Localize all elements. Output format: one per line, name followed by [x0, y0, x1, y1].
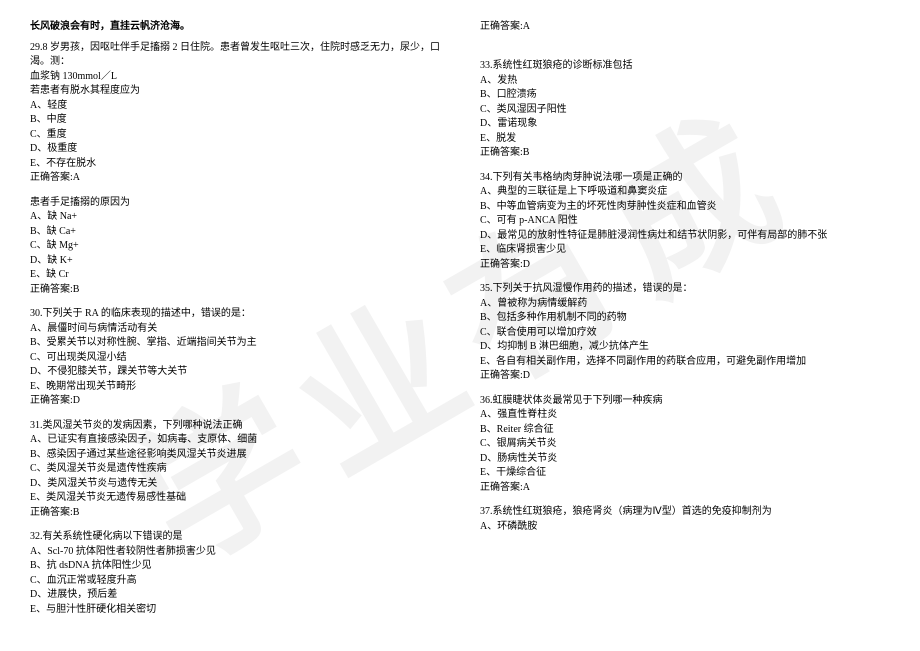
q36-opt-c: C、银屑病关节炎: [480, 437, 890, 452]
q31-answer: 正确答案:B: [30, 506, 440, 521]
question-35: 35.下列关于抗风湿慢作用药的描述，错误的是： A、曾被称为病情缓解药 B、包括…: [480, 282, 890, 384]
question-32: 32.有关系统性硬化病以下错误的是 A、Scl-70 抗体阳性者较阴性者肺损害少…: [30, 530, 440, 617]
q31-opt-c: C、类风湿关节炎是遗传性疾病: [30, 462, 440, 477]
q29-sub1-opt-a: A、轻度: [30, 99, 440, 114]
q32-opt-a: A、Scl-70 抗体阳性者较阴性者肺损害少见: [30, 545, 440, 560]
q29-sub2-opt-e: E、缺 Cr: [30, 268, 440, 283]
q29-sub1-opt-c: C、重度: [30, 128, 440, 143]
q36-opt-a: A、强直性脊柱炎: [480, 408, 890, 423]
q29-sub2-opt-c: C、缺 Mg+: [30, 239, 440, 254]
q36-stem: 36.虹膜睫状体炎最常见于下列哪一种疾病: [480, 394, 890, 409]
q29-sub1-answer: 正确答案:A: [30, 171, 440, 186]
q29-sub1-opt-b: B、中度: [30, 113, 440, 128]
question-36: 36.虹膜睫状体炎最常见于下列哪一种疾病 A、强直性脊柱炎 B、Reiter 综…: [480, 394, 890, 496]
header-quote: 长风破浪会有时，直挂云帆济沧海。: [30, 20, 440, 35]
question-29-sub2: 患者手足搐搦的原因为 A、缺 Na+ B、缺 Ca+ C、缺 Mg+ D、缺 K…: [30, 196, 440, 298]
q34-opt-c: C、可有 p-ANCA 阳性: [480, 214, 890, 229]
page-content: 长风破浪会有时，直挂云帆济沧海。 29.8 岁男孩，因呕吐伴手足搐搦 2 日住院…: [0, 0, 920, 647]
q34-stem: 34.下列有关韦格纳肉芽肿说法哪一项是正确的: [480, 171, 890, 186]
q29-sub1-opt-d: D、极重度: [30, 142, 440, 157]
q35-opt-c: C、联合使用可以增加疗效: [480, 326, 890, 341]
q30-opt-e: E、晚期常出现关节畸形: [30, 380, 440, 395]
q32-opt-c: C、血沉正常或轻度升高: [30, 574, 440, 589]
q30-answer: 正确答案:D: [30, 394, 440, 409]
q36-opt-d: D、肠病性关节炎: [480, 452, 890, 467]
q36-opt-e: E、干燥综合征: [480, 466, 890, 481]
q29-sub2-opt-a: A、缺 Na+: [30, 210, 440, 225]
q34-opt-b: B、中等血管病变为主的坏死性肉芽肿性炎症和血管炎: [480, 200, 890, 215]
q32-opt-d: D、进展快，预后差: [30, 588, 440, 603]
q35-opt-d: D、均抑制 B 淋巴细胞，减少抗体产生: [480, 340, 890, 355]
q32-opt-e: E、与胆汁性肝硬化相关密切: [30, 603, 440, 618]
q29-sub1: 若患者有脱水其程度应为: [30, 84, 440, 99]
q36-opt-b: B、Reiter 综合征: [480, 423, 890, 438]
q29-sub2-opt-d: D、缺 K+: [30, 254, 440, 269]
right-column: 正确答案:A 33.系统性红斑狼疮的诊断标准包括 A、发热 B、口腔溃疡 C、类…: [480, 20, 890, 627]
q33-opt-a: A、发热: [480, 74, 890, 89]
q30-opt-a: A、晨僵时间与病情活动有关: [30, 322, 440, 337]
q30-stem: 30.下列关于 RA 的临床表现的描述中，错误的是：: [30, 307, 440, 322]
q34-opt-d: D、最常见的放射性特征是肺脏浸润性病灶和结节状阴影，可伴有局部的肺不张: [480, 229, 890, 244]
q34-opt-a: A、典型的三联征是上下呼吸道和鼻窦炎症: [480, 185, 890, 200]
q31-stem: 31.类风湿关节炎的发病因素，下列哪种说法正确: [30, 419, 440, 434]
question-37: 37.系统性红斑狼疮，狼疮肾炎（病理为Ⅳ型）首选的免疫抑制剂为 A、环磷酰胺: [480, 505, 890, 534]
q33-opt-e: E、脱发: [480, 132, 890, 147]
q31-opt-d: D、类风湿关节炎与遗传无关: [30, 477, 440, 492]
q35-opt-e: E、各自有相关副作用，选择不同副作用的药联合应用，可避免副作用增加: [480, 355, 890, 370]
q32-answer: 正确答案:A: [480, 20, 890, 35]
question-31: 31.类风湿关节炎的发病因素，下列哪种说法正确 A、已证实有直接感染因子，如病毒…: [30, 419, 440, 521]
q32-answer-block: 正确答案:A: [480, 20, 890, 35]
q33-opt-d: D、雷诺现象: [480, 117, 890, 132]
q35-answer: 正确答案:D: [480, 369, 890, 384]
question-33: 33.系统性红斑狼疮的诊断标准包括 A、发热 B、口腔溃疡 C、类风湿因子阳性 …: [480, 59, 890, 161]
q35-stem: 35.下列关于抗风湿慢作用药的描述，错误的是：: [480, 282, 890, 297]
q30-opt-c: C、可出现类风湿小结: [30, 351, 440, 366]
q29-sub1-opt-e: E、不存在脱水: [30, 157, 440, 172]
q36-answer: 正确答案:A: [480, 481, 890, 496]
q30-opt-b: B、受累关节以对称性腕、掌指、近端指间关节为主: [30, 336, 440, 351]
q31-opt-e: E、类风湿关节炎无遗传易感性基础: [30, 491, 440, 506]
q29-intro: 29.8 岁男孩，因呕吐伴手足搐搦 2 日住院。患者曾发生呕吐三次，住院时感乏无…: [30, 41, 440, 70]
q29-sub2: 患者手足搐搦的原因为: [30, 196, 440, 211]
q29-sub2-opt-b: B、缺 Ca+: [30, 225, 440, 240]
q29-line2: 血浆钠 130mmol／L: [30, 70, 440, 85]
q30-opt-d: D、不侵犯膝关节，踝关节等大关节: [30, 365, 440, 380]
q33-opt-c: C、类风湿因子阳性: [480, 103, 890, 118]
q31-opt-b: B、感染因子通过某些途径影响类风湿关节炎进展: [30, 448, 440, 463]
q34-opt-e: E、临床肾损害少见: [480, 243, 890, 258]
q33-stem: 33.系统性红斑狼疮的诊断标准包括: [480, 59, 890, 74]
q35-opt-a: A、曾被称为病情缓解药: [480, 297, 890, 312]
question-29: 29.8 岁男孩，因呕吐伴手足搐搦 2 日住院。患者曾发生呕吐三次，住院时感乏无…: [30, 41, 440, 186]
q33-opt-b: B、口腔溃疡: [480, 88, 890, 103]
question-34: 34.下列有关韦格纳肉芽肿说法哪一项是正确的 A、典型的三联征是上下呼吸道和鼻窦…: [480, 171, 890, 273]
question-30: 30.下列关于 RA 的临床表现的描述中，错误的是： A、晨僵时间与病情活动有关…: [30, 307, 440, 409]
q34-answer: 正确答案:D: [480, 258, 890, 273]
q37-stem: 37.系统性红斑狼疮，狼疮肾炎（病理为Ⅳ型）首选的免疫抑制剂为: [480, 505, 890, 520]
q29-sub2-answer: 正确答案:B: [30, 283, 440, 298]
q32-opt-b: B、抗 dsDNA 抗体阳性少见: [30, 559, 440, 574]
q37-opt-a: A、环磷酰胺: [480, 520, 890, 535]
q35-opt-b: B、包括多种作用机制不同的药物: [480, 311, 890, 326]
q33-answer: 正确答案:B: [480, 146, 890, 161]
left-column: 长风破浪会有时，直挂云帆济沧海。 29.8 岁男孩，因呕吐伴手足搐搦 2 日住院…: [30, 20, 440, 627]
q32-stem: 32.有关系统性硬化病以下错误的是: [30, 530, 440, 545]
q31-opt-a: A、已证实有直接感染因子，如病毒、支原体、细菌: [30, 433, 440, 448]
